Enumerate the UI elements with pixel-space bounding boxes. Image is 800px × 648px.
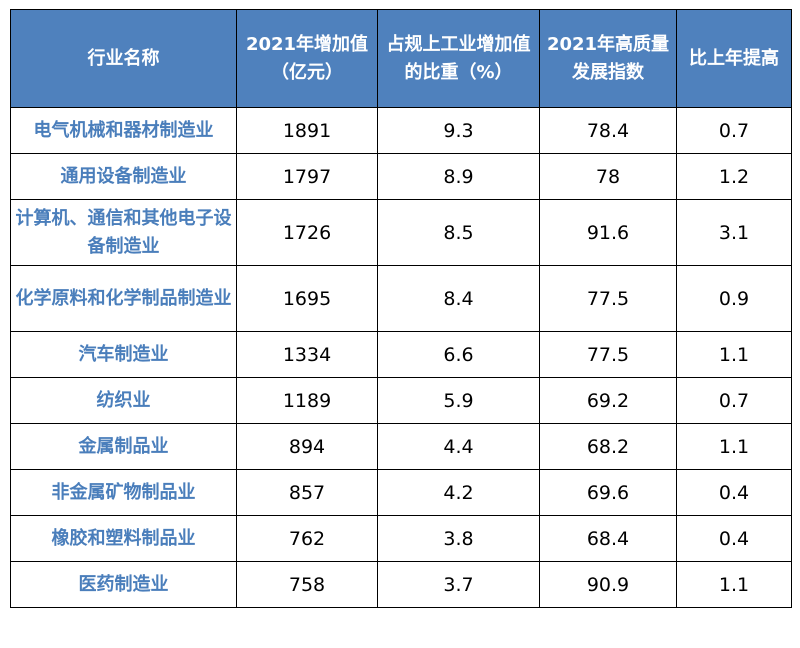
cell-quality-index: 90.9 <box>539 561 677 608</box>
cell-added-value: 758 <box>236 561 378 608</box>
cell-yoy-increase: 0.7 <box>676 107 792 154</box>
cell-added-value: 857 <box>236 469 378 516</box>
cell-industry-name: 非金属矿物制品业 <box>10 469 237 516</box>
cell-yoy-increase: 1.1 <box>676 423 792 470</box>
cell-yoy-increase: 0.4 <box>676 515 792 562</box>
cell-quality-index: 69.2 <box>539 377 677 424</box>
table-header: 行业名称 2021年增加值（亿元） 占规上工业增加值的比重（%） 2021年高质量发展… <box>10 9 792 108</box>
cell-yoy-increase: 3.1 <box>676 199 792 266</box>
cell-quality-index: 68.4 <box>539 515 677 562</box>
table-row: 通用设备制造业 1797 8.9 78 1.2 <box>10 153 792 200</box>
cell-industry-name: 医药制造业 <box>10 561 237 608</box>
cell-added-value: 1334 <box>236 331 378 378</box>
data-table-container: 行业名称 2021年增加值（亿元） 占规上工业增加值的比重（%） 2021年高质量发展… <box>10 9 792 608</box>
industry-data-table: 行业名称 2021年增加值（亿元） 占规上工业增加值的比重（%） 2021年高质量发展… <box>10 9 792 608</box>
cell-quality-index: 69.6 <box>539 469 677 516</box>
cell-industry-name: 通用设备制造业 <box>10 153 237 200</box>
cell-added-value: 1726 <box>236 199 378 266</box>
cell-share-percent: 3.7 <box>377 561 540 608</box>
cell-share-percent: 8.4 <box>377 265 540 332</box>
cell-yoy-increase: 0.7 <box>676 377 792 424</box>
header-row: 行业名称 2021年增加值（亿元） 占规上工业增加值的比重（%） 2021年高质量发展… <box>10 9 792 108</box>
cell-added-value: 894 <box>236 423 378 470</box>
cell-quality-index: 78.4 <box>539 107 677 154</box>
cell-added-value: 1797 <box>236 153 378 200</box>
table-row: 医药制造业 758 3.7 90.9 1.1 <box>10 561 792 608</box>
column-header-yoy-increase: 比上年提高 <box>676 9 792 108</box>
cell-industry-name: 汽车制造业 <box>10 331 237 378</box>
cell-industry-name: 纺织业 <box>10 377 237 424</box>
table-row: 化学原料和化学制品制造业 1695 8.4 77.5 0.9 <box>10 265 792 332</box>
column-header-share-percent: 占规上工业增加值的比重（%） <box>377 9 540 108</box>
cell-added-value: 1695 <box>236 265 378 332</box>
cell-share-percent: 4.2 <box>377 469 540 516</box>
cell-industry-name: 计算机、通信和其他电子设备制造业 <box>10 199 237 266</box>
table-body: 电气机械和器材制造业 1891 9.3 78.4 0.7 通用设备制造业 1797 8.9 78… <box>10 107 792 608</box>
cell-quality-index: 78 <box>539 153 677 200</box>
cell-yoy-increase: 0.9 <box>676 265 792 332</box>
column-header-quality-index: 2021年高质量发展指数 <box>539 9 677 108</box>
cell-yoy-increase: 1.2 <box>676 153 792 200</box>
cell-industry-name: 橡胶和塑料制品业 <box>10 515 237 562</box>
cell-share-percent: 6.6 <box>377 331 540 378</box>
column-header-industry-name: 行业名称 <box>10 9 237 108</box>
cell-yoy-increase: 1.1 <box>676 331 792 378</box>
cell-quality-index: 68.2 <box>539 423 677 470</box>
table-row: 纺织业 1189 5.9 69.2 0.7 <box>10 377 792 424</box>
cell-quality-index: 77.5 <box>539 331 677 378</box>
cell-added-value: 1189 <box>236 377 378 424</box>
table-row: 非金属矿物制品业 857 4.2 69.6 0.4 <box>10 469 792 516</box>
cell-share-percent: 3.8 <box>377 515 540 562</box>
table-row: 计算机、通信和其他电子设备制造业 1726 8.5 91.6 3.1 <box>10 199 792 266</box>
table-row: 橡胶和塑料制品业 762 3.8 68.4 0.4 <box>10 515 792 562</box>
cell-quality-index: 77.5 <box>539 265 677 332</box>
cell-industry-name: 金属制品业 <box>10 423 237 470</box>
cell-share-percent: 5.9 <box>377 377 540 424</box>
cell-share-percent: 9.3 <box>377 107 540 154</box>
cell-share-percent: 8.5 <box>377 199 540 266</box>
cell-quality-index: 91.6 <box>539 199 677 266</box>
cell-share-percent: 4.4 <box>377 423 540 470</box>
cell-industry-name: 化学原料和化学制品制造业 <box>10 265 237 332</box>
cell-share-percent: 8.9 <box>377 153 540 200</box>
cell-yoy-increase: 1.1 <box>676 561 792 608</box>
table-row: 电气机械和器材制造业 1891 9.3 78.4 0.7 <box>10 107 792 154</box>
table-row: 金属制品业 894 4.4 68.2 1.1 <box>10 423 792 470</box>
cell-added-value: 762 <box>236 515 378 562</box>
cell-industry-name: 电气机械和器材制造业 <box>10 107 237 154</box>
table-row: 汽车制造业 1334 6.6 77.5 1.1 <box>10 331 792 378</box>
column-header-added-value: 2021年增加值（亿元） <box>236 9 378 108</box>
cell-yoy-increase: 0.4 <box>676 469 792 516</box>
cell-added-value: 1891 <box>236 107 378 154</box>
